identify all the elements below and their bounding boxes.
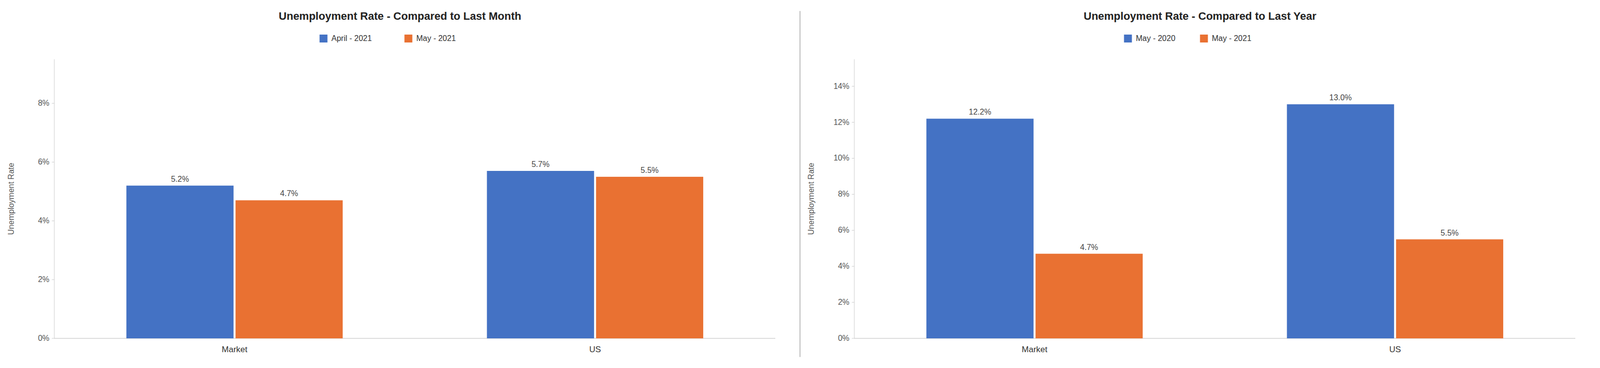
bar	[1396, 239, 1504, 339]
y-tick	[851, 157, 855, 159]
y-tick	[51, 220, 55, 222]
y-axis-line	[54, 59, 55, 339]
y-tick	[851, 266, 855, 267]
y-tick-label: 6%	[838, 225, 850, 234]
y-tick-label: 2%	[38, 274, 50, 284]
bar	[1287, 104, 1395, 339]
bar	[596, 176, 704, 339]
bars	[926, 104, 1504, 339]
y-tick-label: 4%	[38, 216, 50, 225]
y-tick	[851, 302, 855, 303]
y-tick-label: 14%	[833, 81, 850, 91]
chart-panel: Unemployment Rate - Compared to Last Yea…	[806, 9, 1576, 354]
legend-label: May - 2020	[1136, 34, 1176, 43]
y-tick	[51, 161, 55, 163]
bar	[235, 199, 343, 339]
x-tick-label: Market	[1021, 344, 1048, 354]
legend-label: May - 2021	[1212, 34, 1252, 43]
divider	[799, 10, 801, 357]
data-labels: 5.2% 4.7% 5.7% 5.5%	[170, 159, 659, 198]
bar	[126, 185, 234, 339]
y-tick	[851, 229, 855, 231]
data-label: 5.5%	[640, 165, 659, 175]
data-label: 5.5%	[1440, 228, 1459, 237]
legend-label: April - 2021	[331, 34, 373, 43]
chart-title: Unemployment Rate - Compared to Last Yea…	[1083, 9, 1317, 23]
data-label: 13.0%	[1329, 93, 1352, 102]
y-tick-label: 0%	[38, 333, 50, 343]
legend-swatch	[1124, 34, 1133, 43]
bar	[487, 170, 595, 339]
y-axis-label: Unemployment Rate	[806, 162, 816, 235]
chart-root: Unemployment Rate - Compared to Last Mon…	[0, 0, 1600, 368]
y-tick	[51, 103, 55, 104]
data-label: 5.2%	[170, 174, 189, 184]
legend: May - 2020 May - 2021	[1124, 34, 1252, 43]
bars	[126, 170, 704, 339]
y-tick	[851, 338, 855, 339]
data-label: 12.2%	[968, 107, 991, 116]
chart-panel: Unemployment Rate - Compared to Last Mon…	[6, 9, 776, 354]
y-tick	[51, 279, 55, 280]
data-label: 5.7%	[531, 159, 550, 169]
data-label: 4.7%	[1080, 242, 1099, 252]
x-tick-label: US	[589, 344, 602, 354]
legend-swatch	[1200, 34, 1209, 43]
y-tick	[851, 193, 855, 195]
data-label: 4.7%	[280, 189, 299, 198]
y-tick-label: 2%	[838, 297, 850, 306]
x-tick-label: Market	[221, 344, 248, 354]
y-axis-label: Unemployment Rate	[6, 162, 16, 235]
y-tick-label: 8%	[38, 98, 50, 108]
y-tick	[851, 85, 855, 87]
bar	[1035, 253, 1143, 339]
y-tick-label: 6%	[38, 157, 50, 166]
y-tick	[51, 338, 55, 339]
y-tick	[851, 121, 855, 123]
legend-swatch	[319, 34, 328, 43]
y-tick-label: 8%	[838, 189, 850, 198]
y-tick-label: 0%	[838, 333, 850, 343]
data-labels: 12.2% 4.7% 13.0% 5.5%	[968, 93, 1459, 252]
y-tick-label: 4%	[838, 261, 850, 270]
legend: April - 2021 May - 2021	[319, 34, 457, 43]
chart-title: Unemployment Rate - Compared to Last Mon…	[278, 9, 522, 23]
x-tick-label: US	[1389, 344, 1402, 354]
y-tick-label: 12%	[833, 117, 850, 127]
y-axis-line	[854, 59, 855, 339]
y-tick-label: 10%	[833, 153, 850, 162]
legend-label: May - 2021	[416, 34, 457, 43]
legend-swatch	[404, 34, 413, 43]
bar	[926, 118, 1034, 339]
